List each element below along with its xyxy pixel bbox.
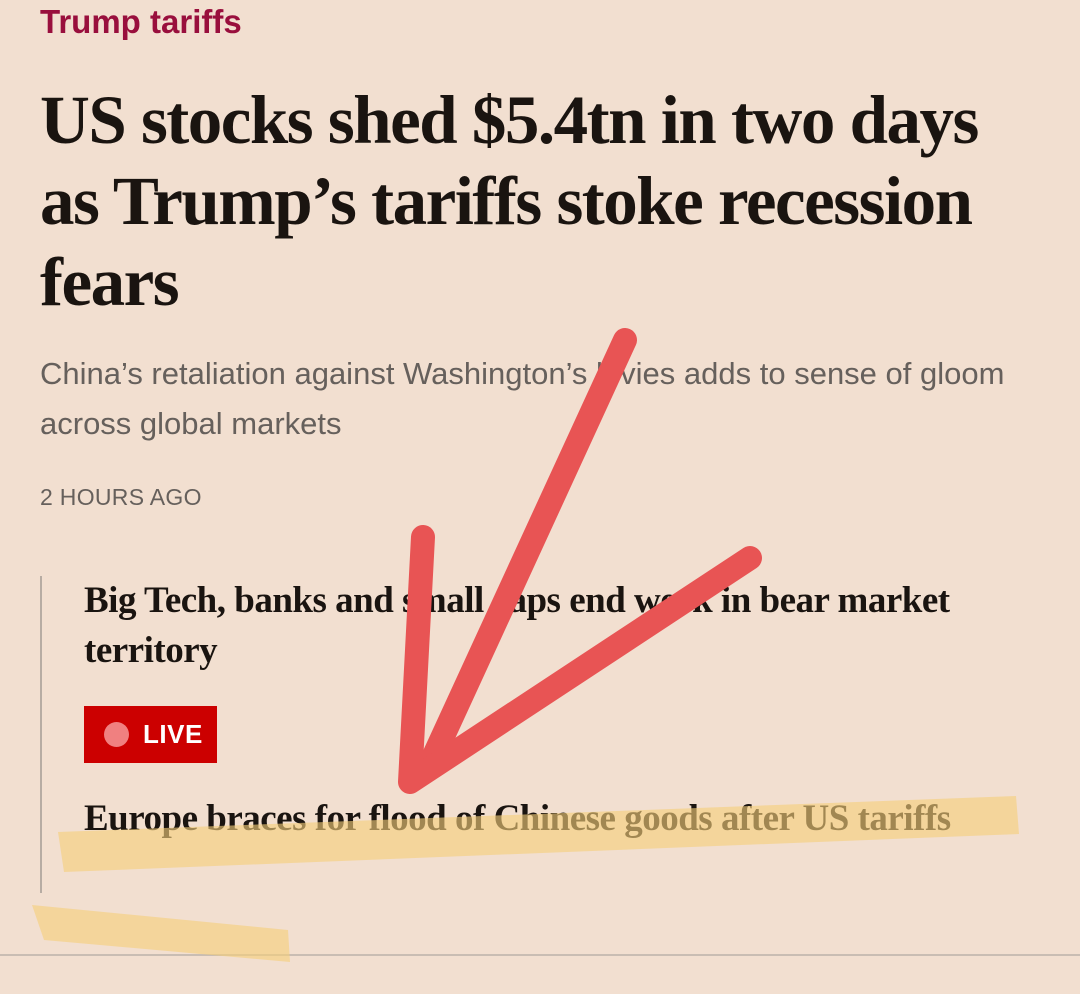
live-badge-label: LIVE — [143, 719, 203, 749]
live-badge: LIVE — [84, 706, 217, 763]
article-headline[interactable]: US stocks shed $5.4tn in two days as Tru… — [40, 82, 979, 320]
topic-tag-link[interactable]: Trump tariffs — [40, 3, 242, 40]
live-dot-icon — [104, 722, 129, 747]
article-standfirst: China’s retaliation against Washington’s… — [40, 356, 1005, 441]
section-divider — [0, 954, 1080, 956]
article-timestamp: 2 HOURS AGO — [40, 484, 202, 510]
related-story-link[interactable]: Europe braces for flood of Chinese goods… — [84, 798, 951, 839]
related-story-link[interactable]: Big Tech, banks and small caps end week … — [84, 580, 950, 671]
related-stories: Big Tech, banks and small caps end week … — [40, 576, 1040, 893]
